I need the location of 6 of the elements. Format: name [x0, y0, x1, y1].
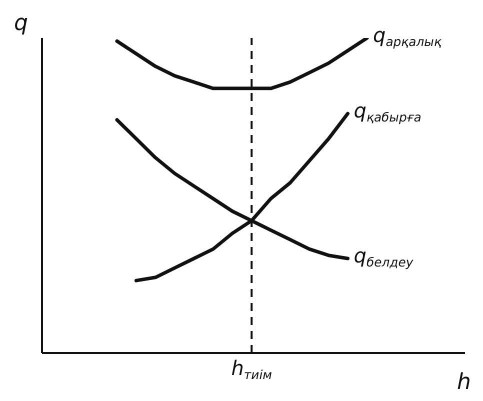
y-axis-title: q [14, 11, 28, 36]
text: h$_{тиім}$ [231, 356, 272, 382]
x-axis-title: h [457, 370, 471, 395]
series-label: q$_{қабырға}$ [354, 98, 422, 125]
series-label: q$_{арқалық}$ [373, 23, 442, 50]
series-label: q$_{белдеу}$ [354, 244, 414, 270]
